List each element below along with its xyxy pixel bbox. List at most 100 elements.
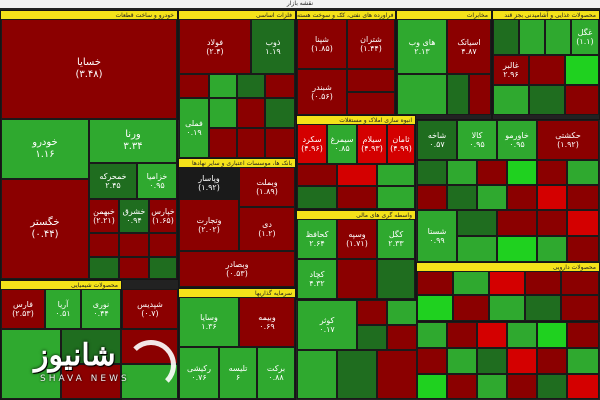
stock-tile[interactable]: کوثر ۰.۱۷ — [297, 300, 357, 350]
stock-tile[interactable] — [529, 85, 565, 115]
stock-tile[interactable] — [377, 350, 417, 399]
stock-tile[interactable] — [447, 348, 477, 374]
stock-tile[interactable]: سیلام (۴.۹۳) — [357, 124, 387, 164]
stock-tile[interactable] — [209, 74, 237, 98]
stock-tile[interactable] — [567, 348, 599, 374]
stock-tile[interactable] — [297, 164, 337, 186]
stock-tile[interactable] — [89, 233, 119, 257]
stock-tile[interactable] — [537, 210, 567, 236]
stock-tile[interactable]: شستا ۰.۹۹ — [417, 210, 457, 262]
stock-tile[interactable] — [89, 257, 119, 279]
stock-tile[interactable]: ثامان (۴.۹۹) — [387, 124, 415, 164]
stock-tile[interactable]: شپنا (۱.۸۵) — [297, 19, 347, 69]
sector-banks[interactable]: بانک ها، موسسات اعتباری و سایر نهادها — [178, 158, 296, 288]
stock-tile[interactable] — [237, 74, 265, 98]
stock-tile[interactable] — [347, 92, 395, 115]
stock-tile[interactable] — [377, 164, 415, 186]
stock-tile[interactable] — [561, 295, 599, 321]
stock-tile[interactable] — [121, 329, 178, 364]
stock-tile[interactable] — [565, 55, 599, 85]
stock-tile[interactable]: شتران (۱.۴۴) — [347, 19, 395, 69]
stock-tile[interactable] — [337, 164, 377, 186]
stock-tile[interactable] — [537, 185, 567, 210]
stock-tile[interactable]: سیمرغ ۰.۸۵ — [327, 124, 357, 164]
stock-tile[interactable]: های وب ۲.۱۳ — [397, 19, 447, 74]
stock-tile[interactable] — [567, 236, 599, 262]
stock-tile[interactable]: دی (۱.۲) — [239, 207, 295, 251]
stock-tile[interactable] — [149, 233, 177, 257]
stock-tile[interactable] — [469, 74, 491, 115]
stock-tile[interactable] — [297, 350, 337, 399]
stock-tile[interactable] — [337, 259, 377, 299]
stock-tile[interactable]: کچاد ۴.۳۲ — [297, 259, 337, 299]
stock-tile[interactable] — [567, 374, 599, 399]
stock-tile[interactable] — [477, 322, 507, 348]
stock-tile[interactable]: کالا ۰.۹۵ — [457, 120, 497, 160]
stock-tile[interactable]: خگستر (۰.۴۴) — [1, 179, 89, 279]
stock-tile[interactable] — [337, 350, 377, 399]
stock-tile[interactable] — [397, 74, 447, 115]
stock-tile[interactable]: خاورمو ۰.۹۵ — [497, 120, 537, 160]
stock-tile[interactable] — [457, 210, 497, 236]
stock-tile[interactable] — [417, 295, 453, 321]
stock-tile[interactable] — [477, 348, 507, 374]
stock-tile[interactable] — [457, 236, 497, 262]
stock-tile[interactable] — [417, 348, 447, 374]
stock-tile[interactable] — [453, 271, 489, 295]
stock-tile[interactable]: غگل (۱.۱) — [571, 19, 599, 55]
stock-tile[interactable]: وسایا ۱.۳۶ — [179, 297, 239, 347]
stock-tile[interactable]: اسیاتک ۴.۸۷ — [447, 19, 491, 74]
stock-tile[interactable] — [209, 98, 237, 128]
stock-tile[interactable]: وبصادر (۰.۵۳) — [179, 251, 295, 287]
stock-tile[interactable] — [209, 128, 237, 158]
stock-tile[interactable] — [477, 185, 507, 210]
stock-tile[interactable] — [507, 185, 537, 210]
stock-tile[interactable] — [297, 186, 337, 209]
stock-tile[interactable] — [387, 325, 417, 350]
stock-tile[interactable] — [447, 160, 477, 185]
stock-tile[interactable]: وتجارت (۲.۰۲) — [179, 199, 239, 251]
stock-tile[interactable]: تلیسه ۶ — [219, 347, 257, 399]
stock-tile[interactable] — [529, 55, 565, 85]
stock-tile[interactable]: شبندر (۰.۵۶) — [297, 69, 347, 115]
stock-tile[interactable] — [447, 322, 477, 348]
stock-tile[interactable] — [337, 186, 377, 209]
stock-tile[interactable]: وپاسار (۱.۹۲) — [179, 167, 239, 199]
stock-tile[interactable] — [347, 69, 395, 92]
stock-tile[interactable] — [1, 329, 61, 399]
stock-tile[interactable] — [447, 185, 477, 210]
stock-tile[interactable]: فارس (۲.۵۳) — [1, 289, 45, 329]
stock-tile[interactable] — [489, 271, 525, 295]
stock-tile[interactable] — [507, 160, 537, 185]
stock-tile[interactable] — [519, 19, 545, 55]
stock-tile[interactable] — [417, 185, 447, 210]
stock-tile[interactable] — [507, 374, 537, 399]
stock-tile[interactable] — [525, 271, 561, 295]
sector-finance[interactable]: واسطه گری های مالی — [296, 210, 416, 300]
stock-tile[interactable] — [537, 236, 567, 262]
stock-tile[interactable] — [567, 160, 599, 185]
stock-tile[interactable]: رکیشی ۰.۷۶ — [179, 347, 219, 399]
stock-tile[interactable]: فملی ۰.۱۹ — [179, 98, 209, 158]
stock-tile[interactable]: وبیمه ۰.۶۹ — [239, 297, 295, 347]
sector-auto[interactable]: خودرو و ساخت قطعات — [0, 10, 178, 280]
stock-tile[interactable] — [567, 185, 599, 210]
stock-tile[interactable] — [265, 74, 295, 98]
stock-tile[interactable] — [237, 98, 265, 128]
stock-tile[interactable] — [61, 364, 121, 399]
stock-tile[interactable] — [537, 348, 567, 374]
stock-tile[interactable] — [387, 300, 417, 325]
stock-tile[interactable] — [237, 128, 265, 158]
stock-tile[interactable] — [493, 85, 529, 115]
stock-tile[interactable] — [357, 300, 387, 325]
stock-tile[interactable]: وبملت (۱.۸۹) — [239, 167, 295, 207]
stock-tile[interactable] — [497, 236, 537, 262]
stock-tile[interactable] — [119, 233, 149, 257]
stock-tile[interactable]: غالبر ۲.۹۶ — [493, 55, 529, 85]
stock-tile[interactable]: فولاد (۲.۴) — [179, 19, 251, 74]
stock-tile[interactable] — [377, 186, 415, 209]
stock-tile[interactable]: کحافظ ۲.۶۴ — [297, 219, 337, 259]
stock-tile[interactable]: خودرو ۱.۱۶ — [1, 119, 89, 179]
stock-tile[interactable] — [525, 295, 561, 321]
stock-tile[interactable] — [567, 322, 599, 348]
